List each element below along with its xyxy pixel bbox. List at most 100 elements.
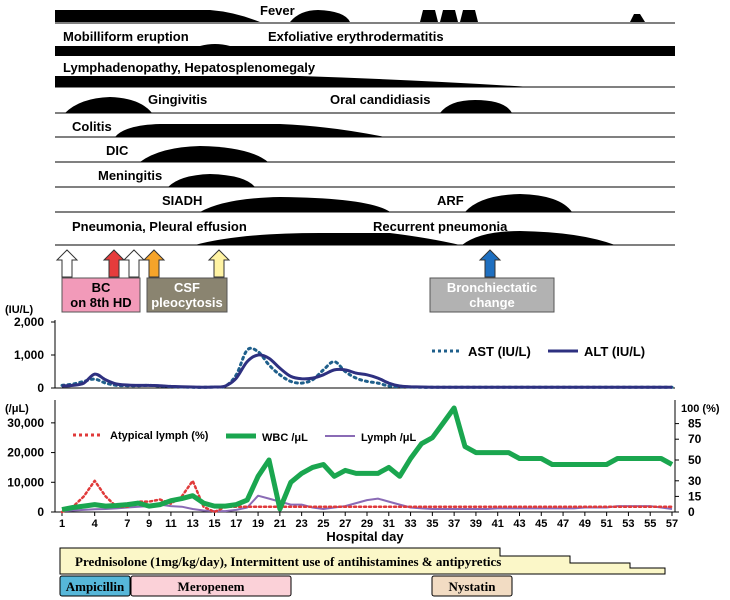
arrow-shape (142, 249, 166, 278)
cbc-x-tick-label: 39 (470, 518, 482, 530)
cbc-chart-x-ticks: 1 4 7 9 11 13 15 17 19 21 23 25 27 29 31 33 35 37 39 41 43 45… (59, 512, 678, 530)
liver-chart-legend: AST (IU/L) ALT (IU/L) (432, 344, 645, 359)
track-siadh-arf-bar (200, 194, 572, 212)
cbc-chart-ylabel: (/μL) (5, 403, 29, 415)
track-eruption-label-1: Mobilliform eruption (63, 29, 189, 44)
track-dic-label: DIC (106, 143, 129, 158)
event-markers: BC on 8th HD CSF pleocytosis Bronchiecta… (55, 249, 555, 313)
arrow-shape (478, 249, 502, 278)
cbc-x-tick-label: 13 (187, 518, 199, 530)
cbc-x-tick-label: 55 (644, 518, 656, 530)
event-box-csf-line2: pleocytosis (151, 295, 223, 310)
cbc-y2-tick-label: 30 (688, 474, 702, 488)
cbc-x-tick-label: 51 (601, 518, 613, 530)
liver-chart-ylabel: (IU/L) (5, 304, 33, 316)
event-box-csf-line1: CSF (174, 280, 200, 295)
clinical-course-tracks: Fever Mobilliform eruption Exfoliative e… (55, 3, 675, 246)
cbc-x-tick-label: 17 (230, 518, 242, 530)
event-box-bc-line2: on 8th HD (70, 295, 131, 310)
event-arrow-6 (478, 249, 502, 278)
liver-series-ast-line (60, 346, 674, 389)
track-meningitis: Meningitis (55, 168, 675, 188)
cbc-x-tick-label: 35 (426, 518, 438, 530)
cbc-x-tick-label: 1 (59, 518, 65, 530)
track-pneumonia-label-2: Recurrent pneumonia (373, 219, 508, 234)
event-arrow-5 (207, 249, 231, 278)
legend-alt-label: ALT (IU/L) (584, 344, 645, 359)
track-oral-bar (65, 97, 512, 113)
cbc-y2-tick-label: 70 (688, 432, 702, 446)
cbc-x-tick-label: 25 (317, 518, 329, 530)
treatment-nystatin-label: Nystatin (449, 579, 497, 594)
cbc-chart-y2label: 100 (%) (681, 403, 720, 415)
cbc-x-tick-label: 53 (622, 518, 634, 530)
track-dic: DIC (55, 143, 675, 163)
treatment-meropenem-label: Meropenem (178, 579, 245, 594)
event-arrow-2 (102, 249, 126, 278)
cbc-x-tick-label: 4 (92, 518, 99, 530)
cbc-chart-legend: Atypical lymph (%) WBC /μL Lymph /μL (73, 430, 416, 444)
track-oral: Gingivitis Oral candidiasis (55, 92, 675, 114)
event-box-csf: CSF pleocytosis (146, 277, 228, 313)
cbc-y-tick-label: 10,000 (7, 475, 44, 489)
cbc-x-tick-label: 7 (124, 518, 130, 530)
cbc-x-tick-label: 43 (513, 518, 525, 530)
liver-y-tick-label: 2,000 (14, 315, 44, 329)
track-pneumonia: Pneumonia, Pleural effusion Recurrent pn… (55, 219, 675, 246)
cbc-chart-xlabel: Hospital day (326, 529, 404, 544)
cbc-x-tick-label: 21 (274, 518, 286, 530)
legend-wbc-label: WBC /μL (262, 432, 308, 444)
cbc-y-tick-label: 20,000 (7, 446, 44, 460)
cbc-y2-tick-label: 50 (688, 453, 702, 467)
treatment-main-bar (59, 547, 666, 575)
track-siadh-arf-label-1: SIADH (162, 193, 202, 208)
track-lymphadenopathy-label: Lymphadenopathy, Hepatosplenomegaly (63, 60, 316, 75)
legend-lymph-label: Lymph /μL (361, 432, 416, 444)
event-box-bronchiectatic: Bronchiectatic change (429, 277, 555, 313)
track-eruption: Mobilliform eruption Exfoliative erythro… (55, 29, 675, 56)
liver-chart-y-ticks: 0 1,000 2,000 (14, 315, 55, 395)
cbc-x-tick-label: 57 (666, 518, 678, 530)
cbc-x-tick-label: 9 (146, 518, 152, 530)
treatment-timeline: Prednisolone (1mg/kg/day), Intermittent … (59, 547, 666, 597)
cbc-x-tick-label: 23 (296, 518, 308, 530)
track-oral-label-2: Oral candidiasis (330, 92, 430, 107)
arrow-shape (122, 249, 146, 278)
arrow-shape (55, 249, 79, 278)
liver-enzyme-chart: (IU/L) 0 1,000 2,000 AST (IU/L) ALT (IU/L) (5, 304, 675, 395)
cbc-x-tick-label: 33 (404, 518, 416, 530)
track-meningitis-label: Meningitis (98, 168, 162, 183)
event-arrow-1 (55, 249, 79, 278)
liver-y-tick-label: 0 (37, 381, 44, 395)
cbc-chart-series (60, 405, 674, 514)
event-box-bronchiectatic-line2: change (469, 295, 515, 310)
cbc-y2-tick-label: 85 (688, 417, 702, 431)
cbc-x-tick-label: 45 (535, 518, 547, 530)
event-box-bronchiectatic-bg (429, 277, 555, 313)
cbc-x-tick-label: 27 (339, 518, 351, 530)
cbc-x-tick-label: 15 (208, 518, 220, 530)
track-dic-bar (140, 146, 268, 162)
arrow-shape (207, 249, 231, 278)
treatment-meropenem-bar (130, 575, 292, 597)
track-fever: Fever (55, 3, 675, 24)
cbc-x-tick-label: 37 (448, 518, 460, 530)
cbc-x-tick-label: 47 (557, 518, 569, 530)
legend-ast-label: AST (IU/L) (468, 344, 531, 359)
event-arrow-4 (142, 249, 166, 278)
cbc-y2-tick-label: 0 (688, 505, 695, 519)
event-box-bronchiectatic-line1: Bronchiectatic (447, 280, 537, 295)
cbc-x-tick-label: 29 (361, 518, 373, 530)
liver-series-alt-line (61, 353, 672, 389)
track-lymphadenopathy-bar (55, 76, 530, 87)
track-fever-bar (55, 10, 645, 22)
event-box-csf-bg (146, 277, 228, 313)
track-meningitis-bar (168, 174, 255, 187)
cbc-y-tick-label: 0 (37, 505, 44, 519)
track-fever-label: Fever (260, 3, 295, 18)
cbc-chart-y-ticks: 0 10,000 20,000 30,000 (7, 416, 55, 519)
treatment-ampicillin-label: Ampicillin (66, 579, 125, 594)
